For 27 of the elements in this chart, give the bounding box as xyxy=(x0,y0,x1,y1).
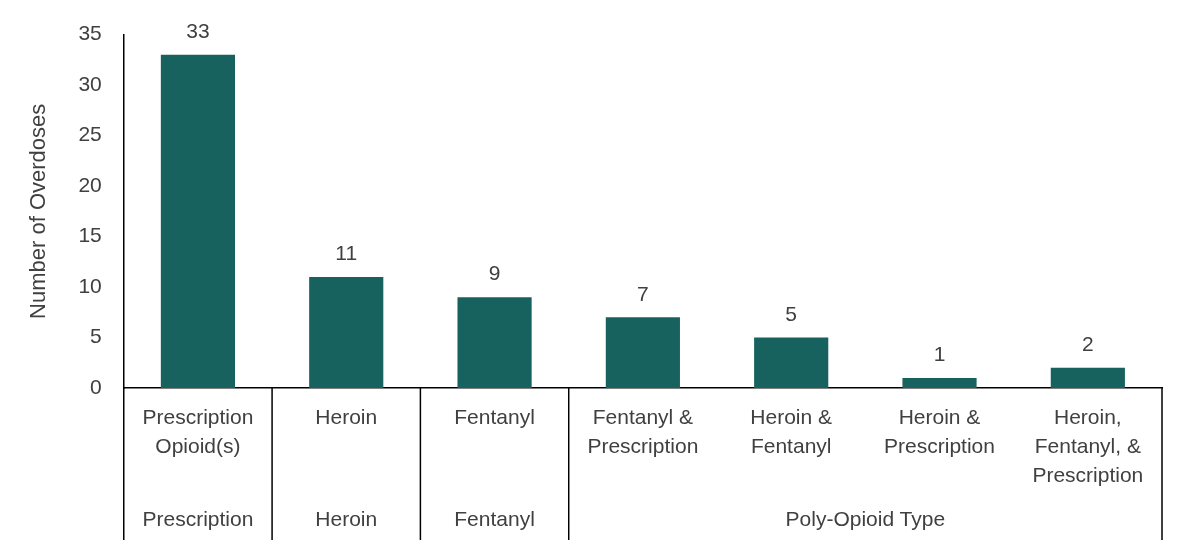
data-label: 33 xyxy=(186,19,210,43)
text: Heroin xyxy=(315,507,378,531)
text: Prescription xyxy=(142,507,254,531)
x-tick-label: Heroin & Prescription xyxy=(884,405,995,458)
y-tick-label: 15 xyxy=(78,223,102,247)
data-label: 5 xyxy=(785,301,798,325)
x-tick-label: Heroin & Fentanyl xyxy=(750,405,833,458)
text: Poly-Opioid Type xyxy=(785,507,946,531)
y-tick-label: 0 xyxy=(90,374,102,398)
data-label: 2 xyxy=(1082,332,1094,356)
y-tick-label: 35 xyxy=(78,21,102,45)
data-label: 7 xyxy=(637,281,649,305)
x-tick-label: Fentanyl & Prescription xyxy=(587,405,699,458)
x-tick-label: Prescription Opioid(s) xyxy=(142,405,254,458)
x-tick-label: Heroin, Fentanyl, & Prescription xyxy=(1032,405,1144,487)
y-tick-label: 10 xyxy=(78,273,102,297)
y-tick-label: 25 xyxy=(78,122,102,146)
data-label: 9 xyxy=(488,261,501,285)
y-tick-label: 20 xyxy=(78,172,102,196)
y-axis-title: Number of Overdoses xyxy=(25,103,51,319)
text: Fentanyl xyxy=(454,507,535,531)
y-tick-label: 30 xyxy=(78,71,102,95)
y-tick-label: 5 xyxy=(90,324,102,348)
data-label: 11 xyxy=(335,241,358,265)
data-label: 1 xyxy=(933,342,946,366)
x-tick-label: Fentanyl xyxy=(454,405,535,429)
x-tick-label: Heroin xyxy=(315,405,378,429)
